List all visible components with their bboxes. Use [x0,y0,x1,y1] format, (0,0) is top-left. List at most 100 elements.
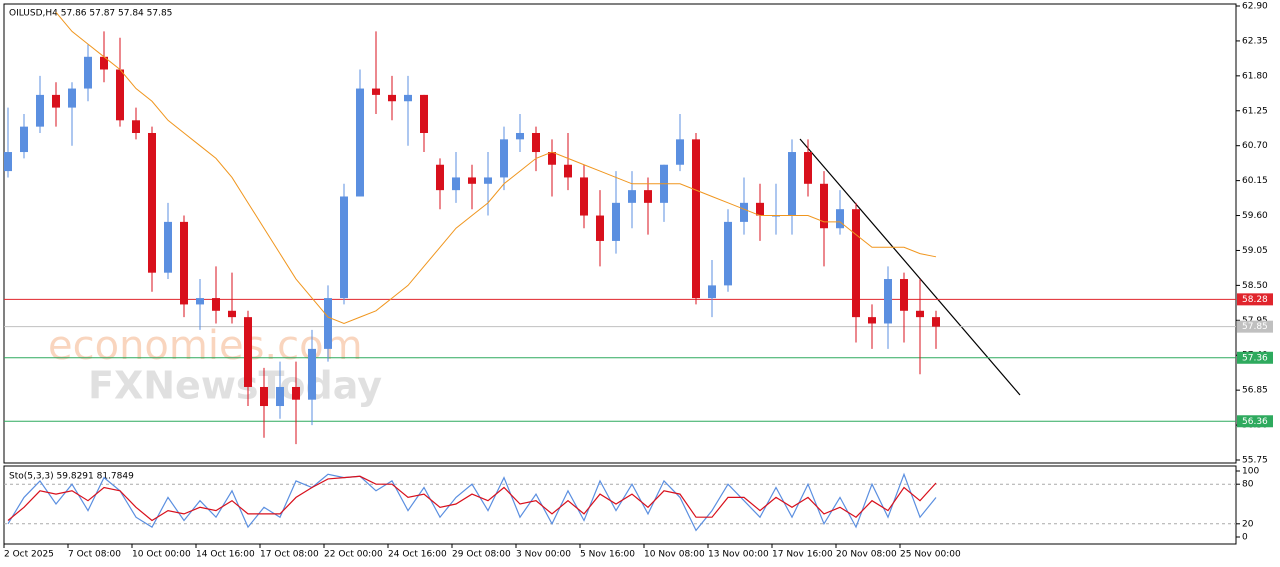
candle-body [500,139,508,178]
candle-body [468,177,476,184]
candle-body [564,164,572,178]
candle-body [196,298,204,305]
candle-body [36,94,44,127]
y-tick-label: 56.85 [1242,386,1268,396]
candle-body [4,152,12,172]
level-label: 57.36 [1242,353,1268,363]
level-label-box [1237,293,1273,306]
candle-body [52,94,60,108]
x-tick-label: 2 Oct 2025 [4,550,54,560]
candle-body [260,386,268,407]
candle-body [388,94,396,102]
candle-body [628,190,636,203]
candle-body [372,88,380,95]
level-label: 57.85 [1242,322,1268,332]
candle-body [644,190,652,203]
candle-body [916,310,924,318]
candle-body [436,164,444,191]
x-tick-label: 17 Oct 08:00 [260,550,319,560]
candle-body [932,317,940,327]
y-tick-label: 0 [1242,533,1248,543]
y-tick-label: 62.35 [1242,36,1268,46]
watermark: economies.com FXNewsToday [48,323,382,408]
candle-body [148,132,156,273]
candle-body [692,139,700,299]
sub-frame [3,465,1237,545]
plot [4,12,1236,445]
x-tick-label: 10 Nov 08:00 [644,550,705,560]
candle-body [868,317,876,324]
chart-header: OILUSD,H4 57.86 57.87 57.84 57.85 [9,9,172,19]
level-label-box [1237,351,1273,364]
y-tick-label: 80 [1242,480,1254,490]
candle-body [516,132,524,140]
candle-body [276,386,284,407]
candle-body [484,177,492,184]
x-tick-label: 5 Nov 16:00 [580,550,635,560]
y-tick-label: 61.25 [1242,106,1268,116]
candle-body [708,285,716,299]
candle-body [532,132,540,153]
y-tick-label: 100 [1242,467,1259,477]
y-tick-label: 59.60 [1242,211,1268,221]
x-tick-label: 20 Nov 08:00 [836,550,897,560]
candle-body [68,88,76,108]
x-tick-label: 17 Nov 16:00 [772,550,833,560]
x-tick-label: 7 Oct 08:00 [68,550,121,560]
trendline [799,138,1021,396]
candle-body [404,94,412,102]
candle-body [292,386,300,400]
y-tick-label: 59.05 [1242,246,1268,256]
candle-body [212,298,220,311]
candle-body [308,348,316,400]
candle-body [20,126,28,153]
moving-average [55,12,937,325]
oscillator-line [7,475,937,522]
candle-body [836,209,844,229]
candle-body [596,215,604,241]
y-tick-label: 62.90 [1242,2,1268,12]
candle-body [420,94,428,133]
y-tick-label: 58.50 [1242,281,1268,291]
x-tick-label: 3 Nov 00:00 [516,550,571,560]
candle-body [228,310,236,318]
candle-body [900,279,908,311]
candle-body [356,88,364,197]
candle-body [884,279,892,324]
y-tick-label: 55.75 [1242,456,1268,466]
candle-body [548,152,556,165]
candle-body [612,202,620,241]
x-tick-label: 25 Nov 00:00 [900,550,961,560]
candle-body [324,298,332,349]
candle-body [116,69,124,121]
candle-body [676,139,684,165]
candle-body [244,317,252,387]
candle-body [180,221,188,305]
y-tick-label: 20 [1242,519,1254,529]
y-tick-label: 60.15 [1242,176,1268,186]
candle-body [820,183,828,229]
candle-body [452,177,460,191]
candle-body [788,152,796,216]
y-tick-label: 60.70 [1242,141,1268,151]
x-tick-label: 29 Oct 08:00 [452,550,511,560]
x-tick-label: 14 Oct 16:00 [196,550,255,560]
candle-body [580,177,588,216]
candle-body [84,56,92,89]
candle-body [724,221,732,286]
oscillator-line [7,472,937,532]
candle-body [100,56,108,70]
level-label: 56.36 [1242,417,1268,427]
candle-body [340,196,348,299]
watermark-text: FXNewsToday [88,364,382,408]
candle-body [740,202,748,222]
level-label: 58.28 [1242,295,1268,305]
level-label-box [1237,415,1273,428]
y-tick-label: 61.80 [1242,71,1268,81]
x-tick-label: 24 Oct 16:00 [388,550,447,560]
level-label-box [1237,320,1273,333]
candle-body [132,120,140,133]
x-tick-label: 10 Oct 00:00 [132,550,191,560]
